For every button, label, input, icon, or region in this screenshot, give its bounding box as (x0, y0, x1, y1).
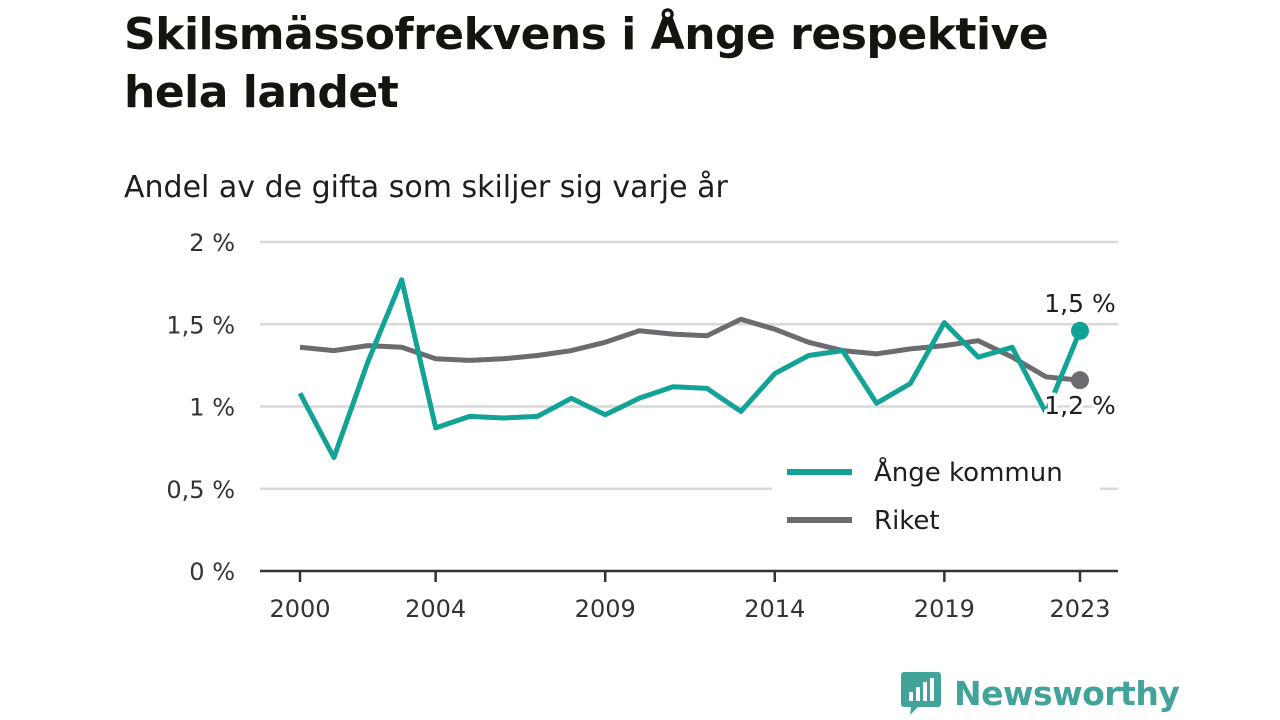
newsworthy-logo: Newsworthy (900, 668, 1180, 718)
x-tick-label: 2009 (575, 595, 636, 623)
x-tick-label: 2004 (405, 595, 466, 623)
y-tick-label: 1,5 % (166, 311, 235, 339)
y-tick-label: 2 % (189, 229, 235, 257)
series-line-ange (297, 277, 1083, 460)
legend-label-ange: Ånge kommun (874, 456, 1063, 488)
newsworthy-logo-text: Newsworthy (954, 673, 1180, 713)
y-tick-label: 0,5 % (166, 476, 235, 504)
x-tick-label: 2019 (914, 595, 975, 623)
legend-background (772, 446, 1100, 542)
end-label-ange: 1,5 % (1044, 289, 1115, 318)
chart-title: Skilsmässofrekvens i Ånge respektive hel… (124, 9, 1049, 118)
x-tick-label: 2014 (744, 595, 805, 623)
legend-label-riket: Riket (874, 506, 940, 536)
end-label-riket: 1,2 % (1044, 391, 1115, 420)
y-tick-label: 0 % (189, 558, 235, 586)
y-tick-label: 1 % (189, 394, 235, 422)
chart-subtitle: Andel av de gifta som skiljer sig varje … (124, 170, 728, 205)
end-point-ange (1071, 321, 1089, 340)
x-tick-label: 2000 (269, 595, 330, 623)
end-point-riket (1071, 371, 1089, 390)
line-chart: 0 % 0,5 % 1 % 1,5 % 2 % 2000 2004 2009 2014 2019… (166, 229, 1119, 623)
x-tick-label: 2023 (1049, 595, 1110, 623)
newsworthy-logo-icon (901, 672, 941, 715)
series-line-riket (299, 316, 1081, 383)
